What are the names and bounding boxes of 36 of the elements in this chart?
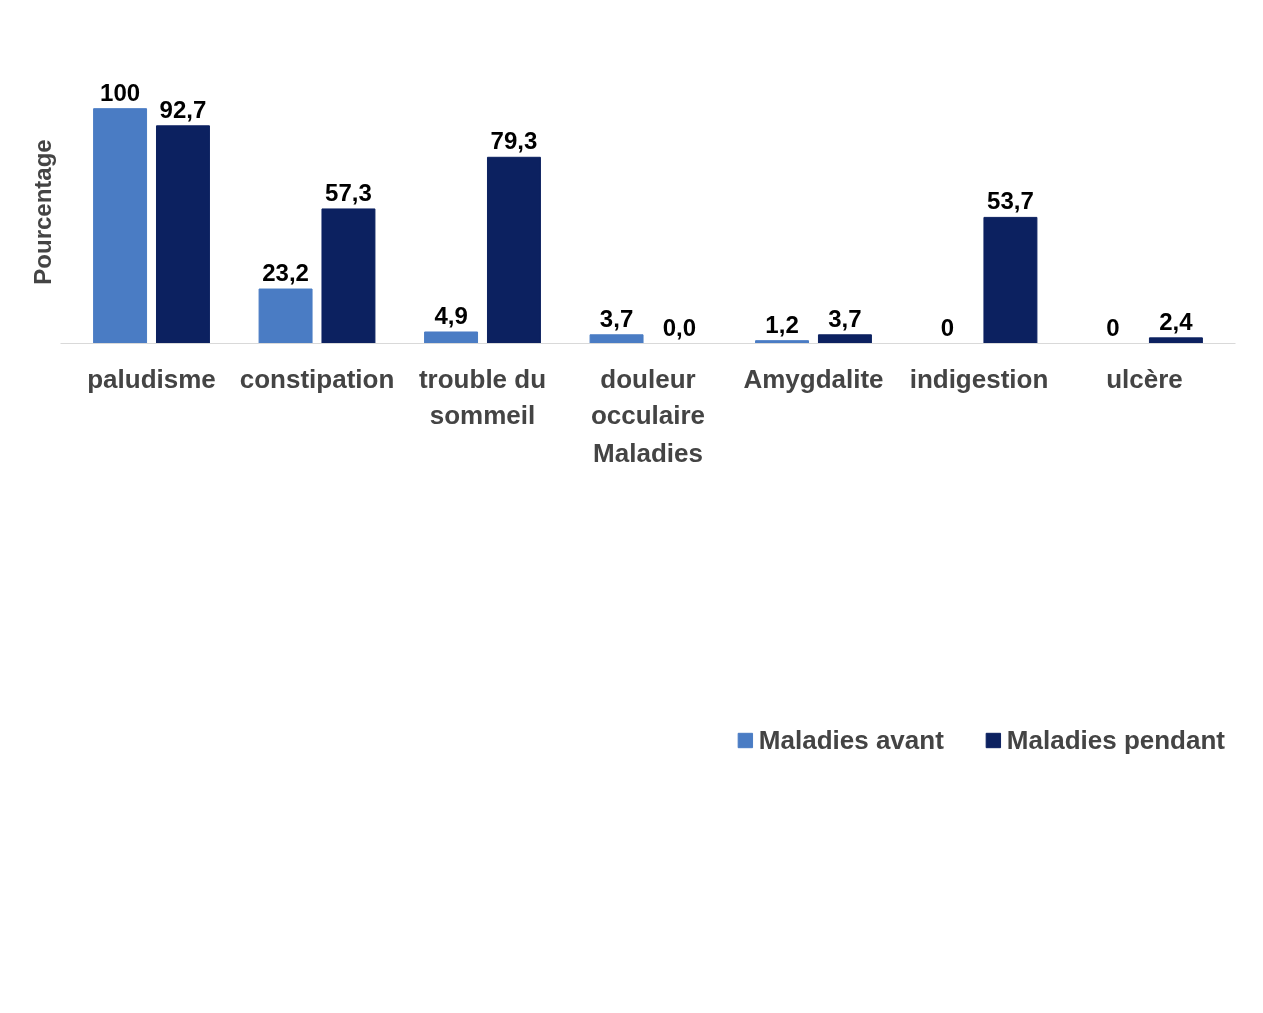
x-tick-label: indigestion xyxy=(909,363,1049,394)
x-tick-label: constipation xyxy=(239,363,395,394)
bar xyxy=(93,108,148,344)
bar xyxy=(1148,337,1203,344)
data-label: 0,0 xyxy=(662,313,697,341)
data-label: 3,7 xyxy=(828,304,862,332)
data-label: 53,7 xyxy=(987,187,1034,215)
bar xyxy=(755,340,810,344)
data-label: 57,3 xyxy=(325,178,372,206)
x-tick-label: douleur occulaire xyxy=(590,363,706,430)
x-tick-label: Amygdalite xyxy=(743,363,884,394)
x-axis-title: Maladies xyxy=(593,437,703,468)
data-label: 0 xyxy=(1106,313,1120,341)
data-label: 23,2 xyxy=(262,259,309,287)
x-tick-label: paludisme xyxy=(87,363,216,394)
data-label: 2,4 xyxy=(1159,307,1194,335)
data-label: 3,7 xyxy=(599,304,634,332)
data-label: 100 xyxy=(100,78,141,106)
x-tick-label: ulcère xyxy=(1106,363,1183,394)
data-label: 0 xyxy=(940,313,955,341)
legend-label: Maladies avant xyxy=(758,724,944,756)
bar xyxy=(983,216,1038,344)
bar xyxy=(817,334,872,344)
data-label: 4,9 xyxy=(434,301,468,329)
bar xyxy=(321,208,376,344)
x-tick-label: trouble du sommeil xyxy=(418,363,547,430)
bar xyxy=(155,125,210,344)
bar xyxy=(486,156,541,344)
legend-label: Maladies pendant xyxy=(1006,724,1225,756)
data-label: 92,7 xyxy=(159,95,207,123)
bar xyxy=(258,288,313,344)
bar xyxy=(589,334,644,344)
bar xyxy=(424,331,479,344)
y-axis-title: Pourcentage xyxy=(28,139,56,285)
data-label: 79,3 xyxy=(490,127,538,155)
data-label: 1,2 xyxy=(765,310,799,338)
